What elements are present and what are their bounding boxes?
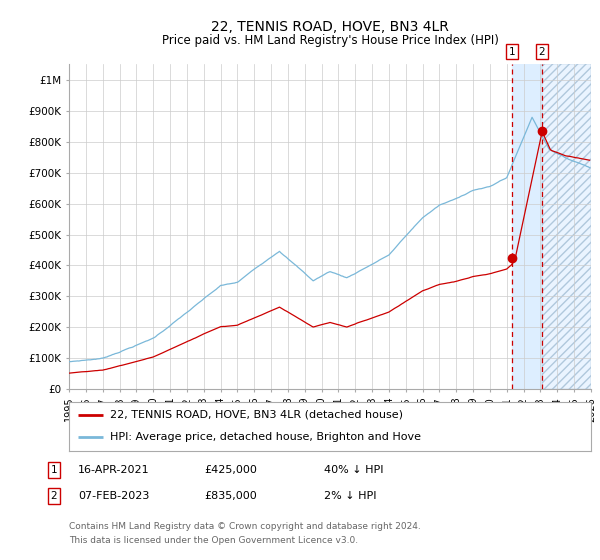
Text: 22, TENNIS ROAD, HOVE, BN3 4LR (detached house): 22, TENNIS ROAD, HOVE, BN3 4LR (detached… — [110, 410, 403, 420]
Text: 2% ↓ HPI: 2% ↓ HPI — [324, 491, 377, 501]
Text: Price paid vs. HM Land Registry's House Price Index (HPI): Price paid vs. HM Land Registry's House … — [161, 34, 499, 46]
Text: £835,000: £835,000 — [204, 491, 257, 501]
Text: This data is licensed under the Open Government Licence v3.0.: This data is licensed under the Open Gov… — [69, 536, 358, 545]
Text: 2: 2 — [50, 491, 58, 501]
Text: 07-FEB-2023: 07-FEB-2023 — [78, 491, 149, 501]
Bar — [512, 64, 542, 389]
Text: 16-APR-2021: 16-APR-2021 — [78, 465, 149, 475]
Text: HPI: Average price, detached house, Brighton and Hove: HPI: Average price, detached house, Brig… — [110, 432, 421, 442]
Text: 1: 1 — [508, 46, 515, 57]
Text: £425,000: £425,000 — [204, 465, 257, 475]
Bar — [542, 64, 591, 389]
Text: 22, TENNIS ROAD, HOVE, BN3 4LR: 22, TENNIS ROAD, HOVE, BN3 4LR — [211, 20, 449, 34]
Text: 1: 1 — [50, 465, 58, 475]
Text: 40% ↓ HPI: 40% ↓ HPI — [324, 465, 383, 475]
Bar — [542, 64, 591, 389]
Text: 2: 2 — [539, 46, 545, 57]
Text: Contains HM Land Registry data © Crown copyright and database right 2024.: Contains HM Land Registry data © Crown c… — [69, 522, 421, 531]
